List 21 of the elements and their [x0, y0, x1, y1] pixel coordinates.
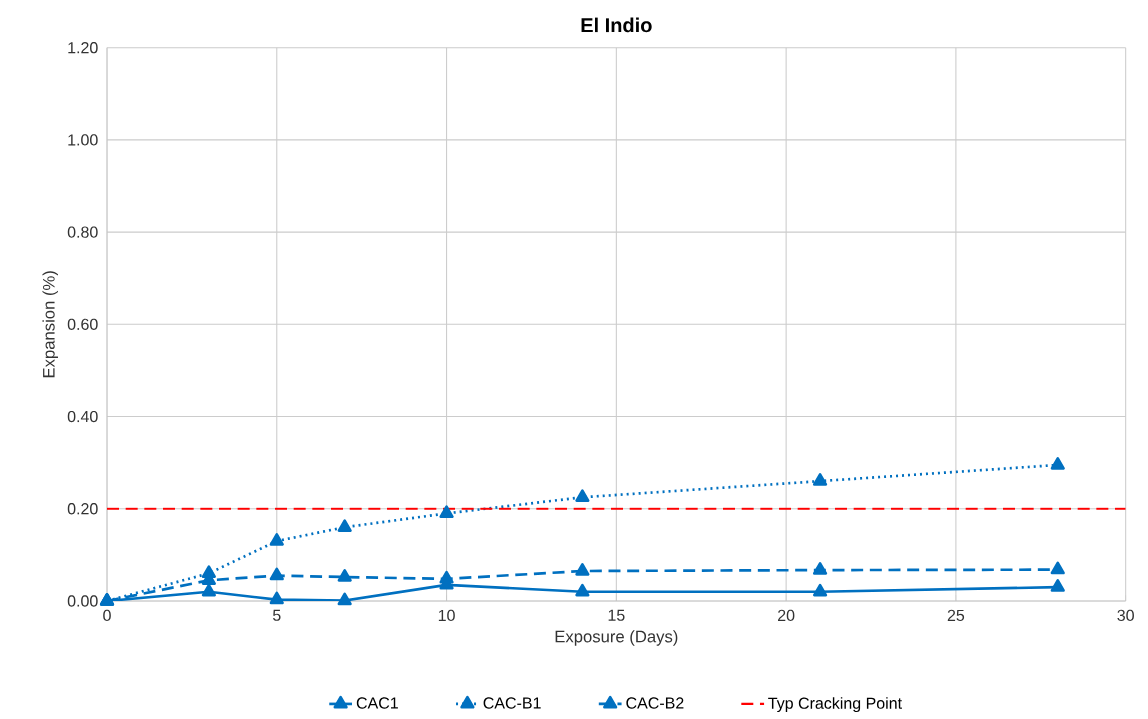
y-tick-label: 0.20 — [67, 503, 98, 515]
x-tick-label: 10 — [438, 609, 455, 622]
x-tick-label: 30 — [1117, 609, 1134, 622]
x-tick-label: 25 — [947, 609, 965, 622]
y-tick-label: 0.00 — [67, 595, 98, 607]
x-tick-label: 15 — [608, 609, 625, 621]
y-tick-label: 0.40 — [67, 410, 98, 423]
legend-label: Typ Cracking Point — [768, 697, 902, 713]
legend-label: CAC-B2 — [626, 697, 684, 709]
x-tick-label: 0 — [103, 609, 111, 622]
y-tick-label: 0.80 — [67, 226, 98, 238]
y-tick-label: 1.20 — [68, 42, 98, 54]
y-axis-title: Expansion (%) — [42, 271, 58, 378]
chart-title: El Indio — [581, 17, 652, 33]
x-axis-title: Exposure (Days) — [555, 630, 678, 646]
y-tick-label: 0.60 — [67, 318, 98, 330]
x-tick-label: 5 — [272, 609, 281, 621]
legend-label: CAC-B1 — [483, 697, 541, 709]
legend-label: CAC1 — [356, 697, 398, 709]
y-tick-label: 1.00 — [68, 134, 98, 146]
x-tick-label: 20 — [778, 609, 795, 622]
